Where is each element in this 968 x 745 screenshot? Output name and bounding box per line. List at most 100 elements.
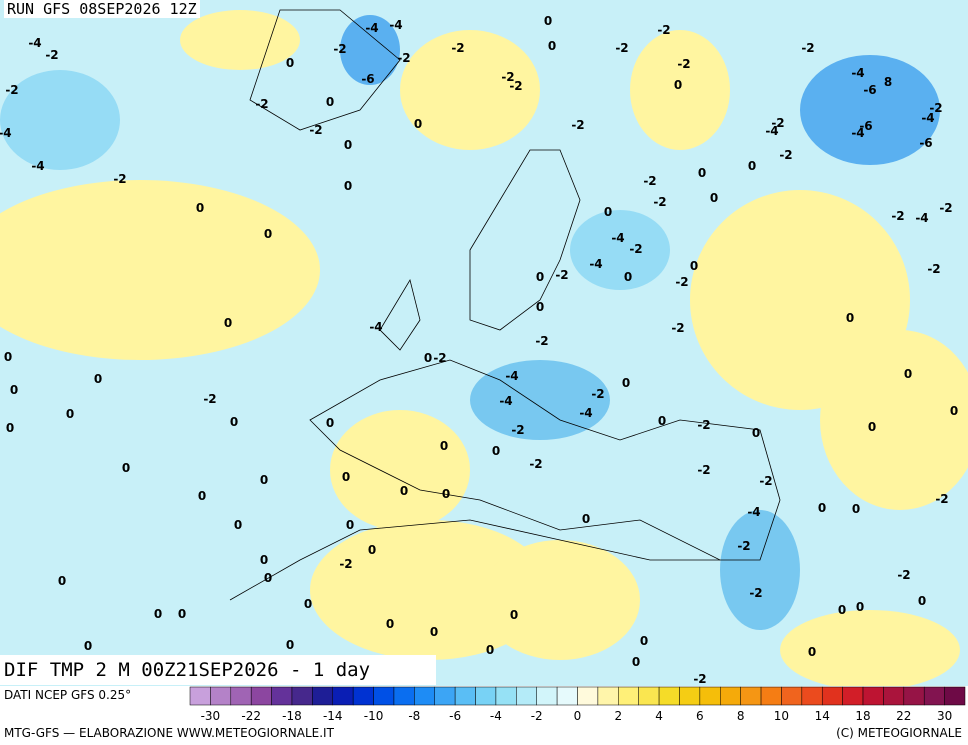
contour-label: -2 — [897, 568, 910, 582]
contour-label: 0 — [154, 607, 162, 621]
contour-label: -2 — [535, 334, 548, 348]
contour-label: 0 — [674, 78, 682, 92]
contour-label: -4 — [369, 320, 382, 334]
contour-label: 0 — [856, 600, 864, 614]
contour-label: 0 — [234, 518, 242, 532]
legend-tick-label: -2 — [531, 709, 543, 723]
legend-swatch — [903, 686, 925, 706]
legend-swatch — [658, 686, 680, 706]
legend-swatch — [495, 686, 517, 706]
legend-tick-label: -30 — [201, 709, 221, 723]
legend-tick-label: 22 — [896, 709, 911, 723]
contour-label: -4 — [921, 111, 934, 125]
contour-label: 0 — [10, 383, 18, 397]
contour-label: 0 — [260, 473, 268, 487]
contour-label: 0 — [84, 639, 92, 653]
contour-label: 0 — [492, 444, 500, 458]
legend-swatch — [556, 686, 578, 706]
contour-label: 0 — [486, 643, 494, 657]
contour-label: -6 — [919, 136, 932, 150]
contour-label: 0 — [400, 484, 408, 498]
contour-label: 0 — [4, 350, 12, 364]
legend-tick-label: 8 — [737, 709, 745, 723]
legend-tick-label: -6 — [449, 709, 461, 723]
contour-label: -2 — [697, 463, 710, 477]
legend-swatch — [230, 686, 252, 706]
contour-label: 0 — [640, 634, 648, 648]
contour-label: 0 — [224, 316, 232, 330]
contour-label: 0 — [658, 414, 666, 428]
legend: DATI NCEP GFS 0.25° MTG-GFS — ELABORAZIO… — [4, 686, 966, 740]
contour-label: 0 — [582, 512, 590, 526]
legend-tick-label: 6 — [696, 709, 704, 723]
contour-label: 0 — [344, 138, 352, 152]
contour-label: -2 — [511, 423, 524, 437]
contour-label: 0 — [94, 372, 102, 386]
contour-label: -4 — [915, 211, 928, 225]
contour-label: -2 — [45, 48, 58, 62]
contour-label: -2 — [935, 492, 948, 506]
contour-label: -2 — [737, 539, 750, 553]
contour-label: 0 — [442, 487, 450, 501]
contour-label: -2 — [801, 41, 814, 55]
contour-label: -2 — [555, 268, 568, 282]
contour-label: 0 — [818, 501, 826, 515]
legend-swatch — [862, 686, 884, 706]
contour-label: -4 — [851, 66, 864, 80]
legend-tick-label: -18 — [282, 709, 302, 723]
legend-swatch — [760, 686, 782, 706]
contour-label: -4 — [389, 18, 402, 32]
contour-label: 0 — [344, 179, 352, 193]
contour-label: -2 — [939, 201, 952, 215]
contour-label: 0 — [264, 571, 272, 585]
contour-label: 0 — [748, 159, 756, 173]
contour-label: 0 — [430, 625, 438, 639]
contour-label: 0 — [624, 270, 632, 284]
contour-label: -2 — [929, 101, 942, 115]
contour-label: -4 — [765, 124, 778, 138]
warm-areas — [0, 10, 968, 686]
legend-tick-label: -4 — [490, 709, 502, 723]
contour-label: -2 — [675, 275, 688, 289]
legend-swatch — [373, 686, 395, 706]
legend-swatch — [210, 686, 232, 706]
contour-label: 0 — [510, 608, 518, 622]
contour-label: 0 — [950, 404, 958, 418]
contour-label: -6 — [361, 72, 374, 86]
contour-label: 0 — [178, 607, 186, 621]
contour-label: -2 — [891, 209, 904, 223]
contour-label: 0 — [342, 470, 350, 484]
contour-label: 0 — [904, 367, 912, 381]
legend-tick-label: -10 — [364, 709, 384, 723]
contour-label: 0 — [622, 376, 630, 390]
footer-left: MTG-GFS — ELABORAZIONE WWW.METEOGIORNALE… — [4, 726, 335, 740]
contour-label: -2 — [771, 116, 784, 130]
legend-swatch — [618, 686, 639, 706]
run-header: RUN GFS 08SEP2026 12Z — [4, 0, 200, 18]
contour-label: 0 — [286, 638, 294, 652]
contour-label: 0 — [632, 655, 640, 669]
coastlines — [229, 9, 781, 601]
contour-label: -2 — [643, 174, 656, 188]
contour-label: 0 — [838, 603, 846, 617]
legend-swatch — [291, 686, 313, 706]
legend-swatch — [699, 686, 721, 706]
legend-tick-label: 18 — [855, 709, 870, 723]
contour-label: -2 — [309, 123, 322, 137]
contour-label: -2 — [749, 586, 762, 600]
contour-label: -2 — [697, 418, 710, 432]
contour-label: -2 — [339, 557, 352, 571]
contour-label: 0 — [326, 95, 334, 109]
contour-label: -2 — [501, 70, 514, 84]
contour-label: 0 — [346, 518, 354, 532]
contour-label: 0 — [698, 166, 706, 180]
contour-label: -2 — [529, 457, 542, 471]
legend-swatch — [250, 686, 272, 706]
contour-label: -2 — [927, 262, 940, 276]
contour-label: -2 — [677, 57, 690, 71]
contour-label: 0 — [846, 311, 854, 325]
contour-label: -2 — [759, 474, 772, 488]
legend-swatch — [638, 686, 660, 706]
contour-label: -2 — [333, 42, 346, 56]
legend-swatch — [475, 686, 497, 706]
